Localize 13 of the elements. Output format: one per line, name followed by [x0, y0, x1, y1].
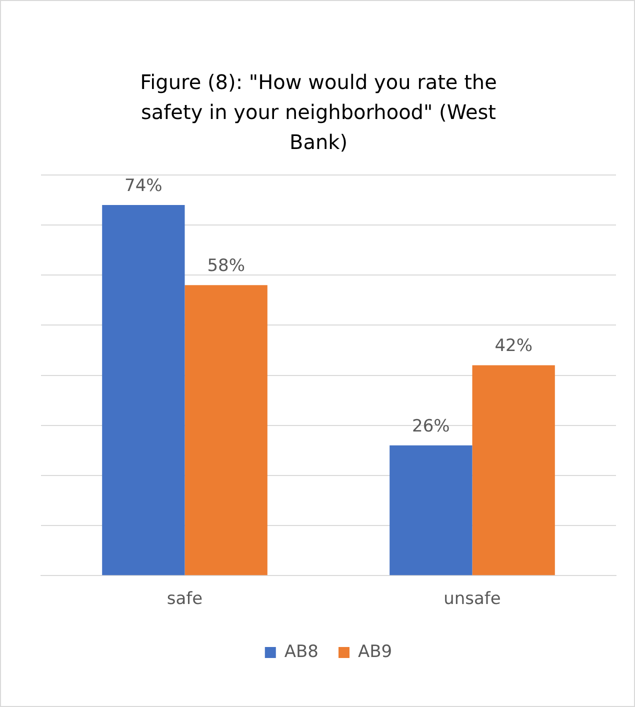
data-label: 58%: [207, 256, 245, 276]
bar: [184, 285, 268, 576]
bar: [472, 365, 555, 576]
legend-label: AB9: [358, 642, 392, 662]
x-tick-label: safe: [166, 589, 203, 610]
legend-label: AB8: [284, 642, 318, 662]
x-tick-label: unsafe: [444, 589, 501, 610]
data-label: 26%: [412, 416, 450, 436]
data-label: 42%: [494, 336, 532, 356]
bar: [390, 445, 472, 576]
bar: [102, 205, 185, 576]
chart-title: Figure (8): "How would you rate the safety in your neighborhood" (West Bank): [139, 69, 498, 156]
data-label: 74%: [124, 176, 162, 196]
